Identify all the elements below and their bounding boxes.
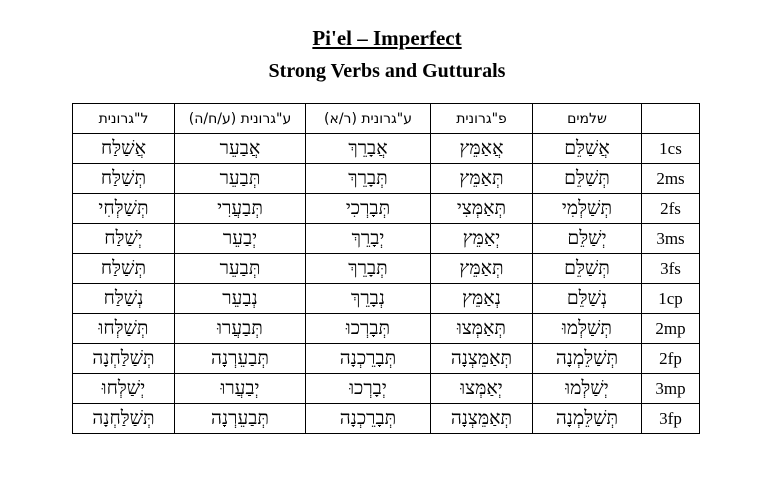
form-pe-guttural: תְּאַמֵּץ	[430, 253, 533, 284]
form-lamed-guttural: תְּשַׁלַּחְנָה	[72, 403, 175, 434]
form-pe-guttural: תְּאַמֵּצְנָה	[430, 403, 533, 434]
form-ayin-guttural-resh-alef: תְּבָרֵכְנָה	[305, 343, 431, 374]
form-strong: תְּשַׁלֵּמְנָה	[532, 343, 642, 374]
form-strong: תְּשַׁלֵּמְנָה	[532, 403, 642, 434]
form-ayin-guttural-ayin-het-he: יְבַעֵר	[174, 223, 306, 254]
pgn-label: 3ms	[641, 223, 700, 254]
pgn-label: 3mp	[641, 373, 700, 404]
form-lamed-guttural: תְּשַׁלַּח	[72, 253, 175, 284]
table-row: נְשַׁלַּח נְבַעֵר נְבָרֵךְ נְאַמֵּץ נְשַ…	[72, 283, 700, 314]
form-strong: תְּשַׁלְּמוּ	[532, 313, 642, 344]
form-ayin-guttural-resh-alef: תְּבָרֵכְנָה	[305, 403, 431, 434]
form-pe-guttural: תְּאַמֵּץ	[430, 163, 533, 194]
form-strong: נְשַׁלֵּם	[532, 283, 642, 314]
table-row: אֲשַׁלַּח אֲבַעֵר אֲבָרֵךְ אֲאַמֵּץ אֲשַ…	[72, 133, 700, 164]
form-lamed-guttural: יְשַׁלַּח	[72, 223, 175, 254]
form-pe-guttural: יְאַמֵּץ	[430, 223, 533, 254]
form-pe-guttural: תְּאַמְּצוּ	[430, 313, 533, 344]
pgn-label: 3fp	[641, 403, 700, 434]
pgn-label: 3fs	[641, 253, 700, 284]
table-row: יְשַׁלַּח יְבַעֵר יְבָרֵךְ יְאַמֵּץ יְשַ…	[72, 223, 700, 254]
table-row: תְּשַׁלַּחְנָה תְּבַעֵרְנָה תְּבָרֵכְנָה…	[72, 403, 700, 434]
form-strong: יְשַׁלְּמוּ	[532, 373, 642, 404]
form-strong: יְשַׁלֵּם	[532, 223, 642, 254]
form-lamed-guttural: נְשַׁלַּח	[72, 283, 175, 314]
form-ayin-guttural-resh-alef: נְבָרֵךְ	[305, 283, 431, 314]
header-ayin-guttural-ayin-het-he: ע"גרונית (ע/ח/ה)	[174, 103, 306, 134]
header-strong: שלמים	[532, 103, 642, 134]
form-ayin-guttural-resh-alef: אֲבָרֵךְ	[305, 133, 431, 164]
form-ayin-guttural-ayin-het-he: יְבַעֲרוּ	[174, 373, 306, 404]
header-lamed-guttural: ל"גרונית	[72, 103, 175, 134]
form-strong: אֲשַׁלֵּם	[532, 133, 642, 164]
form-pe-guttural: יְאַמְּצוּ	[430, 373, 533, 404]
pgn-label: 2fp	[641, 343, 700, 374]
form-ayin-guttural-ayin-het-he: תְּבַעֵרְנָה	[174, 403, 306, 434]
header-ayin-guttural-resh-alef: ע"גרונית (ר/א)	[305, 103, 431, 134]
table-row: תְּשַׁלַּחְנָה תְּבַעֵרְנָה תְּבָרֵכְנָה…	[72, 343, 700, 374]
page-subtitle: Strong Verbs and Gutturals	[268, 60, 506, 82]
table-row: תְּשַׁלַּח תְּבַעֵר תְּבָרֵךְ תְּאַמֵּץ …	[72, 253, 700, 284]
form-ayin-guttural-resh-alef: תְּבָרֵךְ	[305, 253, 431, 284]
form-strong: תְּשַׁלֵּם	[532, 163, 642, 194]
form-ayin-guttural-ayin-het-he: נְבַעֵר	[174, 283, 306, 314]
form-ayin-guttural-resh-alef: יְבָרְכוּ	[305, 373, 431, 404]
table-row: תְּשַׁלְּחִי תְּבַעֲרִי תְּבָרְכִי תְּאַ…	[72, 193, 700, 224]
page-title: Pi'el – Imperfect	[312, 26, 462, 50]
form-pe-guttural: תְּאַמְּצִי	[430, 193, 533, 224]
pgn-label: 2ms	[641, 163, 700, 194]
form-ayin-guttural-resh-alef: יְבָרֵךְ	[305, 223, 431, 254]
table-header-row: ל"גרונית ע"גרונית (ע/ח/ה) ע"גרונית (ר/א)…	[72, 103, 700, 134]
table-row: יְשַׁלְּחוּ יְבַעֲרוּ יְבָרְכוּ יְאַמְּצ…	[72, 373, 700, 404]
form-ayin-guttural-ayin-het-he: תְּבַעֲרוּ	[174, 313, 306, 344]
form-ayin-guttural-ayin-het-he: תְּבַעֵר	[174, 163, 306, 194]
table-row: תְּשַׁלְּחוּ תְּבַעֲרוּ תְּבָרְכוּ תְּאַ…	[72, 313, 700, 344]
form-ayin-guttural-ayin-het-he: תְּבַעֵר	[174, 253, 306, 284]
form-lamed-guttural: תְּשַׁלַּחְנָה	[72, 343, 175, 374]
form-ayin-guttural-ayin-het-he: תְּבַעֲרִי	[174, 193, 306, 224]
form-strong: תְּשַׁלְּמִי	[532, 193, 642, 224]
form-lamed-guttural: תְּשַׁלְּחוּ	[72, 313, 175, 344]
form-ayin-guttural-ayin-het-he: תְּבַעֵרְנָה	[174, 343, 306, 374]
form-pe-guttural: תְּאַמֵּצְנָה	[430, 343, 533, 374]
pgn-label: 2mp	[641, 313, 700, 344]
pgn-label: 2fs	[641, 193, 700, 224]
header-pgn	[641, 103, 700, 134]
pgn-label: 1cp	[641, 283, 700, 314]
form-ayin-guttural-resh-alef: תְּבָרְכוּ	[305, 313, 431, 344]
pgn-label: 1cs	[641, 133, 700, 164]
form-pe-guttural: אֲאַמֵּץ	[430, 133, 533, 164]
form-pe-guttural: נְאַמֵּץ	[430, 283, 533, 314]
form-lamed-guttural: תְּשַׁלְּחִי	[72, 193, 175, 224]
form-strong: תְּשַׁלֵּם	[532, 253, 642, 284]
piel-imperfect-table: ל"גרונית ע"גרונית (ע/ח/ה) ע"גרונית (ר/א)…	[72, 103, 700, 434]
form-lamed-guttural: יְשַׁלְּחוּ	[72, 373, 175, 404]
form-ayin-guttural-resh-alef: תְּבָרְכִי	[305, 193, 431, 224]
form-ayin-guttural-resh-alef: תְּבָרֵךְ	[305, 163, 431, 194]
form-ayin-guttural-ayin-het-he: אֲבַעֵר	[174, 133, 306, 164]
form-lamed-guttural: תְּשַׁלַּח	[72, 163, 175, 194]
table-row: תְּשַׁלַּח תְּבַעֵר תְּבָרֵךְ תְּאַמֵּץ …	[72, 163, 700, 194]
header-pe-guttural: פ"גרונית	[430, 103, 533, 134]
form-lamed-guttural: אֲשַׁלַּח	[72, 133, 175, 164]
